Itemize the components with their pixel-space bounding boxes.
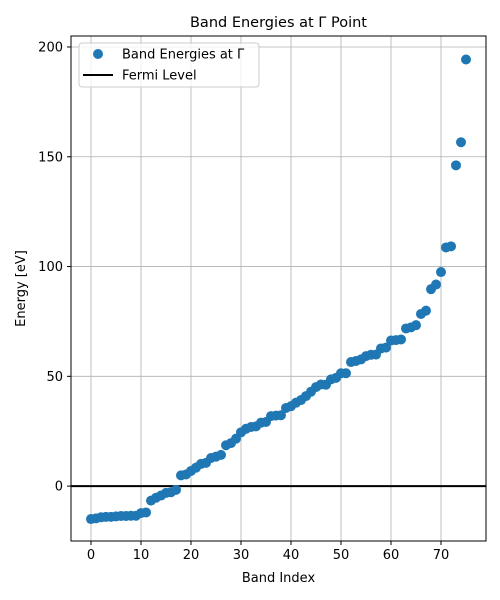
x-tick-label: 50 — [333, 548, 350, 563]
x-axis-label: Band Index — [242, 571, 316, 586]
legend-label-fermi-level: Fermi Level — [122, 69, 197, 84]
band-energy-point — [446, 241, 456, 251]
legend-marker-band-energies — [93, 49, 103, 59]
band-energy-point — [341, 368, 351, 378]
x-tick-label: 40 — [283, 548, 300, 563]
band-energy-point — [451, 160, 461, 170]
y-tick-label: 200 — [38, 40, 63, 55]
legend-label-band-energies: Band Energies at Γ — [122, 48, 245, 63]
band-energy-point — [456, 137, 466, 147]
chart-title: Band Energies at Γ Point — [190, 15, 367, 31]
x-tick-label: 20 — [183, 548, 200, 563]
band-energy-point — [411, 320, 421, 330]
band-energy-point — [461, 54, 471, 64]
band-energy-point — [396, 334, 406, 344]
x-tick-label: 70 — [433, 548, 450, 563]
band-energy-point — [141, 507, 151, 517]
band-energy-point — [436, 267, 446, 277]
band-energy-point — [431, 280, 441, 290]
y-tick-label: 150 — [38, 150, 63, 165]
x-tick-label: 0 — [87, 548, 95, 563]
x-tick-label: 30 — [233, 548, 250, 563]
legend: Band Energies at Γ Fermi Level — [79, 43, 259, 87]
y-tick-label: 100 — [38, 260, 63, 275]
y-axis-label: Energy [eV] — [14, 250, 29, 327]
y-tick-label: 0 — [55, 480, 63, 495]
band-energy-point — [421, 306, 431, 316]
y-tick-label: 50 — [46, 370, 63, 385]
band-energy-point — [216, 450, 226, 460]
x-tick-label: 10 — [133, 548, 150, 563]
x-tick-label: 60 — [383, 548, 400, 563]
band-energy-point — [171, 485, 181, 495]
